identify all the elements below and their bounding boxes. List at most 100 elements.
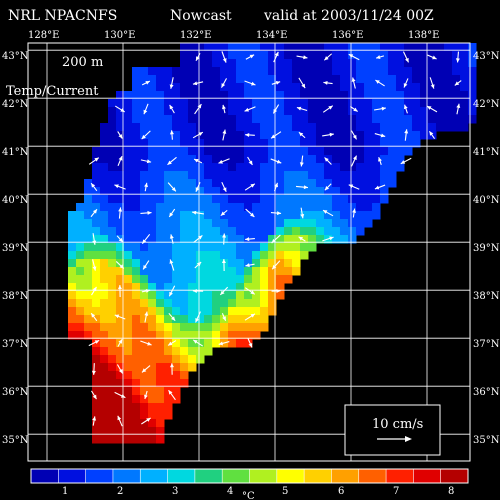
temp-cell [252, 291, 261, 300]
temp-cell [436, 123, 445, 132]
cb-tick-2: 2 [117, 486, 123, 497]
temp-cell [84, 195, 93, 204]
temp-cell [300, 43, 309, 52]
temp-cell [92, 179, 101, 188]
temp-cell [252, 235, 261, 244]
temp-cell [172, 107, 181, 116]
current-arrow-head [222, 58, 227, 63]
temp-cell [372, 195, 381, 204]
temp-cell [372, 211, 381, 220]
temp-cell [92, 171, 101, 180]
temp-cell [84, 307, 93, 316]
temp-cell [388, 67, 397, 76]
temp-cell [196, 219, 205, 228]
temp-cell [228, 283, 237, 292]
temp-cell [220, 219, 229, 228]
temp-cell [308, 163, 317, 172]
temp-cell [428, 115, 437, 124]
temp-cell [212, 275, 221, 284]
temp-cell [348, 171, 357, 180]
temp-cell [364, 219, 373, 228]
temp-cell [428, 99, 437, 108]
temp-cell [156, 203, 165, 212]
temp-cell [292, 195, 301, 204]
temp-cell [196, 163, 205, 172]
temp-cell [100, 171, 109, 180]
temp-cell [228, 307, 237, 316]
temp-cell [172, 331, 181, 340]
temp-cell [260, 283, 269, 292]
temp-cell [260, 259, 269, 268]
temp-cell [204, 251, 213, 260]
current-arrow-head [114, 184, 119, 189]
temp-cell [196, 139, 205, 148]
temp-cell [244, 339, 253, 348]
temp-cell [364, 75, 373, 84]
temp-cell [164, 379, 173, 388]
temp-cell [188, 235, 197, 244]
temp-cell [156, 195, 165, 204]
temp-cell [148, 227, 157, 236]
temp-cell [164, 251, 173, 260]
temp-cell [332, 107, 341, 116]
temp-cell [244, 123, 253, 132]
temp-cell [292, 43, 301, 52]
colorbar-swatch [85, 469, 114, 483]
temp-cell [172, 211, 181, 220]
temp-cell [324, 139, 333, 148]
temp-cell [244, 75, 253, 84]
temp-cell [380, 179, 389, 188]
temp-cell [380, 163, 389, 172]
temp-cell [276, 107, 285, 116]
temp-cell [444, 83, 453, 92]
temp-cell [180, 243, 189, 252]
temp-cell [468, 115, 477, 124]
temp-cell [140, 275, 149, 284]
current-arrow-head [118, 156, 123, 161]
temp-cell [164, 147, 173, 156]
temp-cell [172, 283, 181, 292]
temp-cell [276, 155, 285, 164]
temp-cell [244, 67, 253, 76]
temp-cell [340, 99, 349, 108]
temp-cell [164, 307, 173, 316]
temp-cell [92, 243, 101, 252]
temp-cell [172, 243, 181, 252]
current-arrow-head [245, 132, 250, 137]
temp-cell [236, 147, 245, 156]
temp-cell [292, 155, 301, 164]
temp-cell [260, 67, 269, 76]
temp-cell [92, 419, 101, 428]
temp-cell [76, 275, 85, 284]
temp-cell [244, 99, 253, 108]
current-arrow-head [271, 238, 276, 244]
temp-cell [244, 147, 253, 156]
temp-cell [324, 203, 333, 212]
temp-cell [164, 211, 173, 220]
temp-cell [308, 59, 317, 68]
temp-cell [156, 243, 165, 252]
temp-cell [164, 171, 173, 180]
temp-cell [132, 283, 141, 292]
temp-cell [196, 99, 205, 108]
current-arrow-head [169, 259, 174, 264]
temp-cell [404, 131, 413, 140]
temp-cell [108, 163, 117, 172]
temp-cell [156, 179, 165, 188]
current-arrow-head [323, 80, 328, 85]
temp-cell [180, 291, 189, 300]
colorbar-swatch [304, 469, 332, 483]
temp-cell [156, 355, 165, 364]
temp-cell [172, 339, 181, 348]
temp-cell [164, 315, 173, 324]
temp-cell [132, 123, 141, 132]
temp-cell [180, 179, 189, 188]
temp-cell [132, 83, 141, 92]
current-arrow-head [118, 207, 123, 212]
temp-cell [76, 211, 85, 220]
temp-cell [156, 347, 165, 356]
current-arrow-head [276, 159, 282, 164]
temp-cell [300, 75, 309, 84]
temp-cell [220, 155, 229, 164]
temp-cell [380, 83, 389, 92]
